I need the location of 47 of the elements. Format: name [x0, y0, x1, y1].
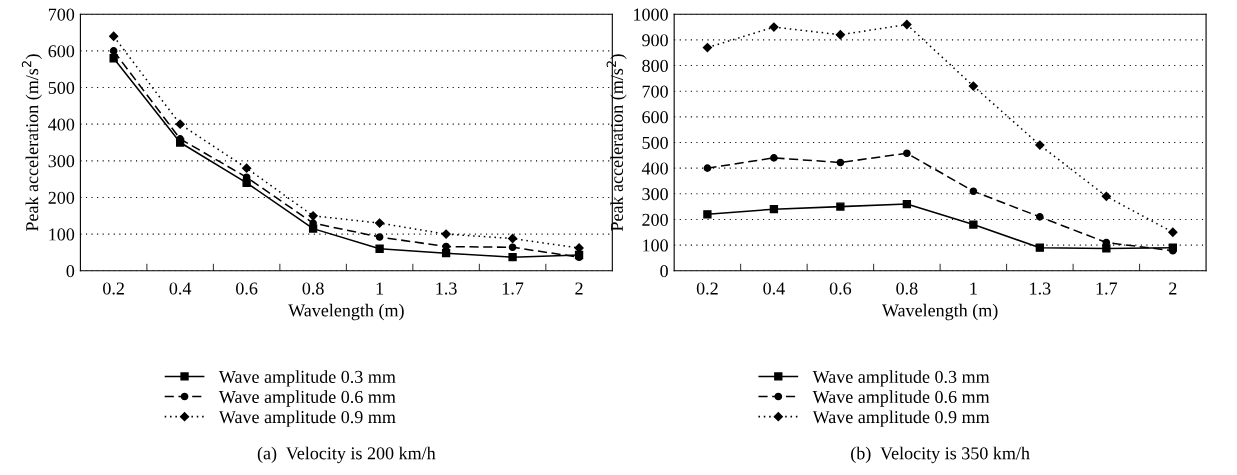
y-axis-title: Peak acceleration (m/s$^{2}$)	[21, 54, 42, 232]
x-tick-label: 0.8	[896, 282, 918, 295]
y-tick-label: 200	[642, 213, 668, 226]
y-tick-label: 600	[642, 111, 668, 124]
legend-label: Wave amplitude 0.6 mm	[812, 390, 990, 407]
y-tick-label: 900	[642, 34, 668, 47]
y-tick-label: 0	[66, 265, 75, 278]
legend-label: Wave amplitude 0.9 mm	[218, 410, 396, 427]
text: (a) Velocity is 200 km/h	[257, 446, 436, 464]
x-axis-title: Wavelength (m)	[288, 303, 404, 321]
y-tick-label: 600	[48, 45, 75, 58]
x-tick-label: 1.7	[1096, 282, 1118, 295]
y-tick-label: 0	[660, 265, 668, 278]
y-tick-label: 700	[48, 8, 75, 21]
x-tick-label: 1	[376, 282, 384, 295]
x-tick-label: 1.3	[436, 282, 457, 295]
x-tick-label: 0.4	[169, 282, 192, 295]
x-tick-label: 0.4	[763, 282, 785, 295]
x-tick-label: 1.7	[502, 282, 524, 295]
x-tick-label: 2	[575, 282, 583, 295]
y-tick-label: 700	[642, 85, 668, 98]
x-tick-label: 0.6	[236, 282, 258, 295]
x-tick-label: 2	[1169, 282, 1177, 295]
legend-label: Wave amplitude 0.9 mm	[812, 410, 990, 427]
y-axis-title: Peak acceleration (m/s$^{2}$)	[606, 54, 627, 232]
y-tick-label: 400	[641, 162, 668, 175]
x-tick-label: 0.6	[829, 282, 852, 295]
x-tick-label: 0.8	[302, 282, 324, 295]
y-tick-label: 1000	[634, 8, 668, 21]
legend-label: Wave amplitude 0.6 mm	[218, 390, 396, 407]
legend-label: Wave amplitude 0.3 mm	[218, 370, 396, 387]
x-tick-label: 1	[970, 282, 977, 295]
x-tick-label: 0.2	[103, 282, 124, 295]
text: (b) Velocity is 350 km/h	[851, 446, 1030, 464]
y-tick-label: 200	[48, 191, 75, 204]
y-tick-label: 400	[48, 118, 75, 131]
y-tick-label: 500	[642, 136, 668, 149]
y-tick-label: 300	[642, 188, 668, 201]
x-tick-label: 1.3	[1030, 282, 1051, 295]
y-tick-label: 100	[643, 239, 668, 252]
y-tick-label: 500	[48, 81, 75, 94]
x-axis-title: Wavelength (m)	[881, 303, 998, 321]
x-tick-label: 0.2	[696, 282, 718, 295]
y-tick-label: 300	[48, 155, 75, 168]
legend-label: Wave amplitude 0.3 mm	[812, 370, 990, 387]
y-tick-label: 800	[642, 59, 668, 72]
y-tick-label: 100	[49, 228, 75, 241]
